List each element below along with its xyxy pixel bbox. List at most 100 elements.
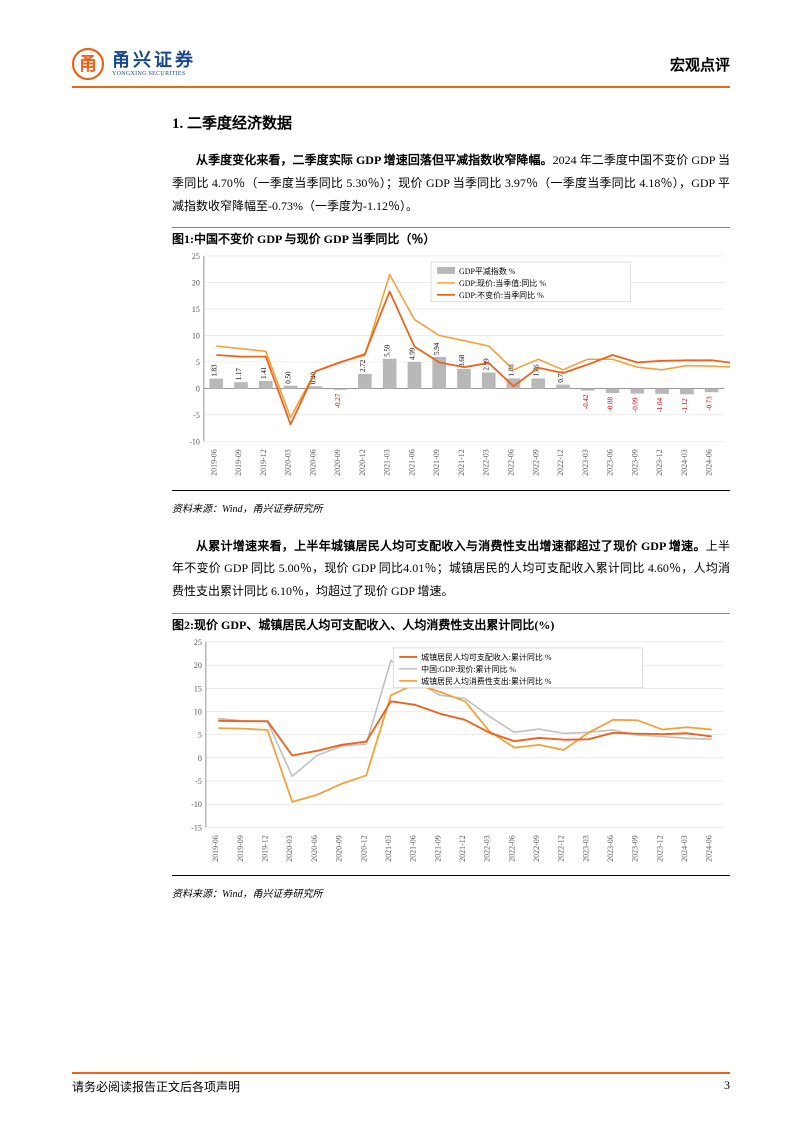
svg-text:2020-09: 2020-09 [335, 835, 344, 862]
chart-1-source: 资料来源：Wind，甬兴证券研究所 [172, 500, 730, 515]
svg-text:-1.12: -1.12 [681, 398, 689, 413]
svg-text:2022-06: 2022-06 [506, 450, 515, 477]
svg-text:0: 0 [196, 385, 200, 394]
logo-icon: 甬 [72, 48, 104, 80]
svg-text:0.50: 0.50 [285, 371, 293, 384]
chart-1: 图1:中国不变价 GDP 与现价 GDP 当季同比（％） -10 -5 0 5 10 15… [172, 227, 730, 514]
svg-text:2.72: 2.72 [359, 360, 367, 373]
svg-text:GDP:不变价:当季同比 %: GDP:不变价:当季同比 % [459, 290, 544, 300]
svg-text:2019-06: 2019-06 [209, 450, 218, 477]
svg-text:城镇居民人均可支配收入:累计同比 %: 城镇居民人均可支配收入:累计同比 % [421, 652, 552, 662]
svg-text:2023-03: 2023-03 [581, 835, 590, 862]
svg-text:25: 25 [192, 252, 200, 261]
svg-text:2023-06: 2023-06 [606, 835, 615, 862]
chart-2: 图2:现价 GDP、城镇居民人均可支配收入、人均消费性支出累计同比(%) -15… [172, 613, 730, 900]
svg-text:2021-09: 2021-09 [432, 450, 441, 477]
para2-lead: 从累计增速来看，上半年城镇居民人均可支配收入与消费性支出增速都超过了现价 GDP… [196, 539, 706, 553]
svg-text:-15: -15 [191, 823, 202, 832]
chart-2-title: 图2:现价 GDP、城镇居民人均可支配收入、人均消费性支出累计同比(%) [172, 613, 730, 633]
svg-text:2020-12: 2020-12 [358, 450, 367, 477]
svg-text:-1.04: -1.04 [656, 398, 664, 413]
svg-text:15: 15 [194, 684, 202, 693]
svg-text:2023-03: 2023-03 [581, 450, 590, 477]
svg-text:城镇居民人均消费性支出:累计同比 %: 城镇居民人均消费性支出:累计同比 % [421, 676, 552, 686]
section-heading: 1. 二季度经济数据 [172, 112, 730, 133]
svg-text:2022-03: 2022-03 [482, 450, 491, 477]
svg-text:-0.73: -0.73 [706, 396, 714, 411]
svg-text:GDP:现价:当季值:同比 %: GDP:现价:当季值:同比 % [459, 278, 546, 288]
svg-text:2024-06: 2024-06 [705, 835, 714, 862]
chart-1-svg: -10-505101520251.831.171.410.500.40-0.27… [172, 250, 730, 490]
svg-text:1.17: 1.17 [235, 368, 243, 381]
svg-text:2022-06: 2022-06 [507, 835, 516, 862]
para1-lead: 从季度变化来看，二季度实际 GDP 增速回落但平减指数收窄降幅。 [196, 153, 553, 167]
svg-text:-5: -5 [195, 777, 202, 786]
svg-text:4.99: 4.99 [408, 348, 416, 361]
chart-2-source: 资料来源：Wind，甬兴证券研究所 [172, 885, 730, 900]
svg-text:25: 25 [194, 638, 202, 647]
svg-text:2021-09: 2021-09 [433, 835, 442, 862]
svg-text:2020-03: 2020-03 [284, 450, 293, 477]
svg-text:1.41: 1.41 [260, 367, 268, 380]
svg-text:2022-12: 2022-12 [556, 450, 565, 477]
svg-text:2020-06: 2020-06 [310, 835, 319, 862]
svg-text:2022-03: 2022-03 [483, 835, 492, 862]
svg-text:2023-06: 2023-06 [606, 450, 615, 477]
svg-text:20: 20 [194, 661, 202, 670]
svg-text:2021-12: 2021-12 [458, 835, 467, 862]
chart-1-title: 图1:中国不变价 GDP 与现价 GDP 当季同比（％） [172, 227, 730, 247]
svg-text:2020-06: 2020-06 [308, 450, 317, 477]
svg-text:2021-06: 2021-06 [407, 450, 416, 477]
svg-text:15: 15 [192, 305, 200, 314]
chart-2-svg: -15 -10 -5 0 5 10 15 20 25 2019-06 2019-09 2019-12 2… [172, 636, 730, 876]
svg-text:5.94: 5.94 [433, 343, 441, 356]
page-header: 甬 甬兴证券 YONGXING SECURITIES 宏观点评 [72, 48, 730, 88]
page-footer: 请务必阅读报告正文后各项声明 3 [72, 1072, 730, 1095]
svg-text:-10: -10 [191, 800, 202, 809]
svg-text:2020-09: 2020-09 [333, 450, 342, 477]
svg-text:5: 5 [198, 731, 202, 740]
svg-text:2022-12: 2022-12 [557, 835, 566, 862]
svg-text:0: 0 [198, 754, 202, 763]
svg-text:10: 10 [192, 332, 200, 341]
svg-text:2023-09: 2023-09 [630, 450, 639, 477]
svg-text:2022-09: 2022-09 [531, 450, 540, 477]
svg-text:2019-12: 2019-12 [259, 450, 268, 477]
svg-text:5: 5 [196, 358, 200, 367]
svg-text:2019-06: 2019-06 [211, 835, 220, 862]
svg-text:-0.88: -0.88 [607, 397, 615, 412]
svg-text:2020-03: 2020-03 [285, 835, 294, 862]
svg-text:1.83: 1.83 [210, 364, 218, 377]
svg-text:20: 20 [192, 279, 200, 288]
svg-text:-0.27: -0.27 [334, 394, 342, 409]
svg-text:甬: 甬 [79, 54, 97, 74]
svg-text:2023-12: 2023-12 [655, 450, 664, 477]
svg-text:2019-09: 2019-09 [236, 835, 245, 862]
svg-text:3.68: 3.68 [458, 355, 466, 368]
svg-text:2021-06: 2021-06 [409, 835, 418, 862]
svg-text:2023-12: 2023-12 [655, 835, 664, 862]
page-number: 3 [724, 1078, 730, 1095]
svg-text:2023-09: 2023-09 [631, 835, 640, 862]
svg-text:2021-03: 2021-03 [383, 450, 392, 477]
svg-text:2022-09: 2022-09 [532, 835, 541, 862]
logo: 甬 甬兴证券 YONGXING SECURITIES [72, 48, 196, 80]
svg-text:-10: -10 [189, 438, 200, 447]
svg-text:5.59: 5.59 [384, 344, 392, 357]
logo-text-cn: 甬兴证券 [112, 51, 196, 69]
svg-text:-0.42: -0.42 [582, 394, 590, 409]
svg-text:GDP平减指数 %: GDP平减指数 % [459, 266, 516, 276]
svg-text:2019-12: 2019-12 [261, 835, 270, 862]
svg-text:-5: -5 [193, 411, 200, 420]
svg-text:2024-03: 2024-03 [680, 450, 689, 477]
svg-text:2024-06: 2024-06 [705, 450, 714, 477]
svg-text:10: 10 [194, 707, 202, 716]
svg-text:2021-12: 2021-12 [457, 450, 466, 477]
header-category: 宏观点评 [670, 54, 730, 75]
svg-text:2021-03: 2021-03 [384, 835, 393, 862]
logo-text-en: YONGXING SECURITIES [112, 71, 196, 77]
paragraph-2: 从累计增速来看，上半年城镇居民人均可支配收入与消费性支出增速都超过了现价 GDP… [172, 535, 730, 603]
svg-text:-0.99: -0.99 [631, 397, 639, 412]
svg-text:中国:GDP:现价:累计同比 %: 中国:GDP:现价:累计同比 % [421, 664, 516, 674]
paragraph-1: 从季度变化来看，二季度实际 GDP 增速回落但平减指数收窄降幅。2024 年二季… [172, 149, 730, 217]
